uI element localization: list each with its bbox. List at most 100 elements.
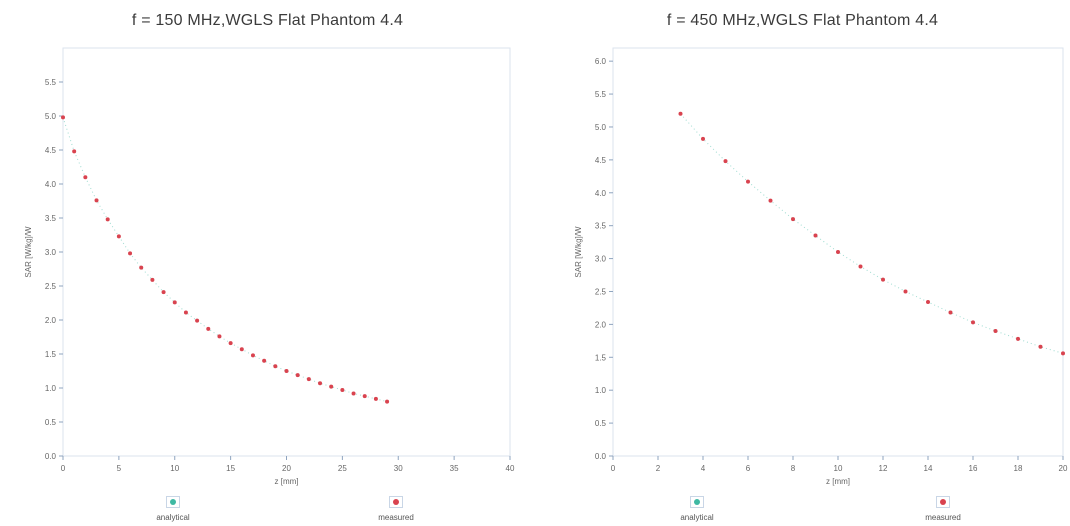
x-tick-label: 10 [170, 464, 179, 473]
series-measured [61, 115, 390, 404]
x-tick-label: 0 [611, 464, 616, 473]
measured-point [172, 300, 177, 305]
y-tick-label: 1.0 [595, 386, 607, 395]
chart-title: f = 150 MHz,WGLS Flat Phantom 4.4 [131, 12, 404, 29]
y-tick-label: 0.0 [45, 452, 57, 461]
x-axis-label: z [mm] [826, 477, 850, 486]
y-tick-label: 4.5 [45, 146, 57, 155]
legend-dot-analytical [694, 498, 700, 505]
measured-point [723, 159, 728, 164]
measured-point [83, 175, 88, 180]
measured-point [61, 115, 65, 120]
legend-item-measured[interactable]: measured [346, 493, 446, 522]
measured-point [195, 318, 200, 323]
y-tick-label: 4.0 [45, 180, 57, 189]
chart-svg: 0.0 0.5 1.0 1.5 2.0 2.5 3.0 3.5 4.0 4.5 5.0 5.5 6.0 0… [574, 47, 1068, 486]
measured-point [746, 179, 750, 184]
x-tick-label: 16 [969, 464, 978, 473]
legend-marker-analytical [166, 495, 180, 508]
measured-point [836, 250, 840, 254]
measured-point [72, 149, 77, 154]
measured-point [791, 217, 795, 222]
measured-point [340, 388, 345, 393]
legend-marker-measured [389, 495, 403, 508]
analytical-curve [680, 113, 1064, 354]
legend-marker-analytical [690, 495, 704, 508]
legend-marker-measured [936, 495, 950, 508]
y-tick-label: 5.5 [595, 90, 607, 99]
measured-point [284, 369, 289, 373]
measured-point [385, 399, 390, 404]
y-tick-label: 2.5 [595, 287, 607, 296]
x-tick-label: 40 [506, 464, 515, 473]
x-tick-label: 25 [338, 464, 347, 473]
x-tick-label: 20 [1059, 464, 1068, 473]
legend-label-measured: measured [925, 513, 961, 522]
x-tick-label: 6 [746, 464, 751, 473]
y-tick-label: 1.5 [595, 353, 607, 362]
series-analytical [62, 117, 388, 403]
measured-point [948, 310, 953, 315]
x-tick-label: 20 [282, 464, 291, 473]
x-tick-label: 4 [701, 464, 706, 473]
measured-point [858, 264, 863, 269]
y-tick-label: 0.5 [45, 418, 57, 427]
legend-item-analytical[interactable]: analytical [647, 493, 747, 522]
x-tick-label: 14 [924, 464, 933, 473]
x-tick-label: 12 [879, 464, 888, 473]
measured-point [971, 320, 975, 325]
y-axis-label: SAR [W/kg]/W [24, 226, 33, 278]
measured-point [217, 334, 222, 339]
measured-point [228, 341, 233, 346]
legend-dot-analytical [170, 498, 176, 505]
x-tick-label: 15 [226, 464, 235, 473]
y-tick-label: 3.5 [45, 214, 57, 223]
analytical-curve [62, 117, 388, 403]
x-tick-label: 2 [656, 464, 661, 473]
y-tick-label: 1.5 [45, 350, 57, 359]
measured-point [678, 111, 683, 116]
chart-svg: 0.0 0.5 1.0 1.5 2.0 2.5 3.0 3.5 4.0 4.5 5.0 5.5 0 5 10… [24, 47, 515, 486]
y-tick-label: 2.5 [45, 282, 57, 291]
x-tick-label: 10 [834, 464, 843, 473]
measured-point [250, 353, 255, 358]
chart-panel-150mhz: f = 150 MHz,WGLS Flat Phantom 4.4 0.0 0.5… [24, 12, 515, 522]
measured-point [262, 358, 267, 363]
x-tick-label: 18 [1014, 464, 1023, 473]
measured-point [362, 394, 367, 399]
measured-point [1038, 344, 1043, 349]
legend-label-analytical: analytical [680, 513, 714, 522]
measured-point [94, 198, 99, 203]
measured-point [993, 328, 998, 333]
y-tick-label: 3.5 [595, 222, 607, 231]
measured-point [105, 217, 110, 222]
series-measured [678, 111, 1065, 356]
measured-point [881, 277, 885, 282]
measured-point [701, 136, 705, 141]
measured-point [161, 290, 166, 295]
y-tick-label: 6.0 [595, 57, 607, 66]
measured-point [116, 234, 121, 239]
chart-panel-450mhz: f = 450 MHz,WGLS Flat Phantom 4.4 0.0 0.5… [535, 0, 1070, 526]
measured-point [329, 384, 334, 389]
y-tick-label: 2.0 [45, 316, 57, 325]
x-tick-label: 0 [61, 464, 66, 473]
measured-point [139, 265, 144, 270]
measured-point [1061, 351, 1065, 356]
measured-point [206, 326, 211, 331]
legend-item-analytical[interactable]: analytical [123, 493, 223, 522]
y-tick-label: 1.0 [45, 384, 57, 393]
x-tick-label: 5 [117, 464, 122, 473]
legend-item-measured[interactable]: measured [893, 493, 993, 522]
y-axis-label: SAR [W/kg]/W [574, 226, 583, 278]
measured-point [373, 396, 378, 401]
y-tick-label: 0.0 [595, 452, 607, 461]
measured-point [128, 251, 133, 256]
y-tick-label: 5.0 [45, 112, 57, 121]
chart-title: f = 450 MHz,WGLS Flat Phantom 4.4 [666, 12, 939, 29]
y-tick-label: 3.0 [595, 255, 607, 264]
y-tick-label: 4.5 [595, 156, 607, 165]
legend-dot-measured [393, 498, 399, 505]
measured-point [926, 300, 930, 305]
x-tick-label: 35 [450, 464, 459, 473]
